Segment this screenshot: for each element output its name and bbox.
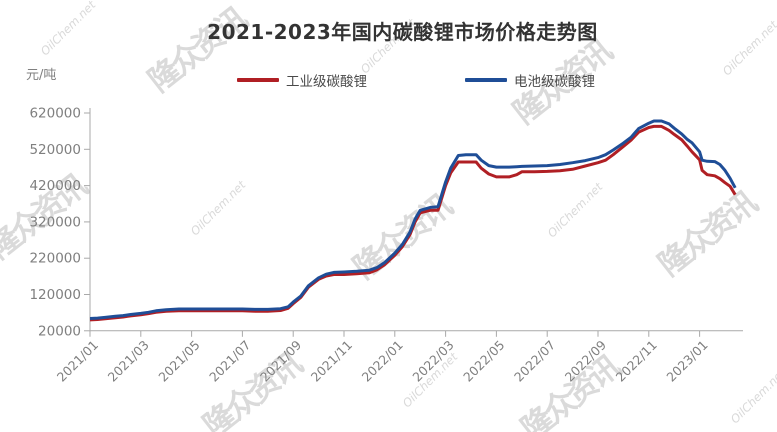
legend-label-industrial: 工业级碳酸锂 [286, 74, 367, 90]
battery-grade-line [89, 119, 737, 320]
y-tick-label: 120000 [29, 287, 81, 303]
x-tick-label: 2021/01 [54, 337, 101, 384]
x-tick-label: 2023/01 [663, 337, 710, 384]
x-tick-label: 2021/09 [257, 337, 304, 384]
x-tick-label: 2022/03 [409, 337, 456, 384]
blue-line-swatch [465, 78, 507, 82]
legend: 工业级碳酸锂 电池级碳酸锂 [237, 70, 595, 90]
x-tick-label: 2021/05 [155, 337, 202, 384]
x-tick-label: 2021/03 [105, 337, 152, 384]
y-tick-label: 320000 [29, 214, 81, 230]
x-tick-label: 2022/01 [359, 337, 406, 384]
x-tick-label: 2021/07 [206, 337, 253, 384]
x-tick-label: 2022/05 [460, 337, 507, 384]
y-tick-label: 20000 [38, 323, 81, 339]
y-tick-label: 420000 [29, 178, 81, 194]
legend-item-battery: 电池级碳酸锂 [465, 70, 595, 90]
x-tick-label: 2022/11 [613, 337, 660, 384]
y-tick-label: 520000 [29, 142, 81, 158]
x-tick-label: 2022/07 [511, 337, 558, 384]
y-tick-label: 620000 [29, 106, 81, 122]
legend-label-battery: 电池级碳酸锂 [514, 74, 595, 90]
y-tick-label: 220000 [29, 251, 81, 267]
y-axis-unit-label: 元/吨 [26, 68, 57, 83]
page-title: 2021-2023年国内碳酸锂市场价格走势图 [207, 20, 598, 44]
x-tick-label: 2021/11 [308, 337, 355, 384]
x-tick-label: 2022/09 [562, 337, 609, 384]
legend-item-industrial: 工业级碳酸锂 [237, 70, 367, 90]
red-line-swatch [237, 78, 279, 82]
